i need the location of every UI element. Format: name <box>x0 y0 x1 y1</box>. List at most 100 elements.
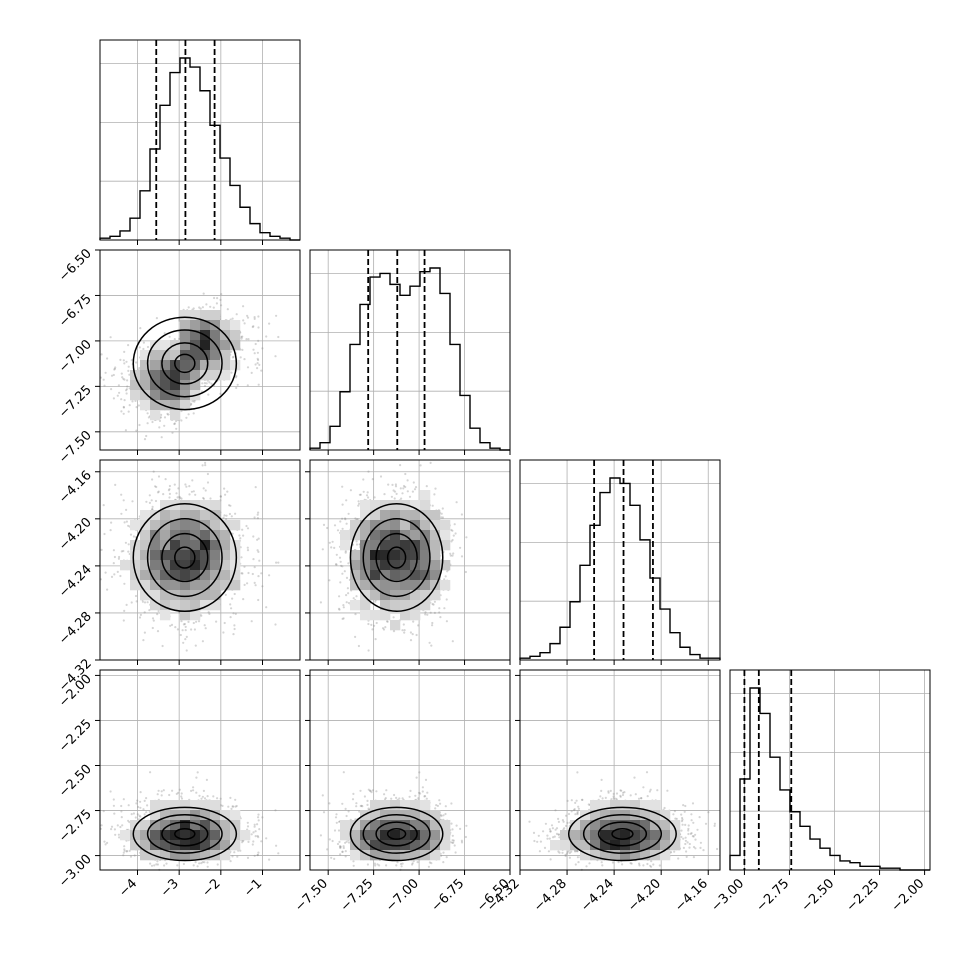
sample-point-2-1 <box>407 490 409 492</box>
sample-point-1-0 <box>247 384 249 386</box>
sample-point-2-0 <box>111 576 113 578</box>
sample-point-1-0 <box>237 384 239 386</box>
sample-point-1-0 <box>103 379 105 381</box>
density-cell-2-0 <box>180 530 190 540</box>
sample-point-2-0 <box>258 560 260 562</box>
sample-point-2-0 <box>257 511 259 513</box>
sample-point-1-0 <box>188 306 190 308</box>
density-cell-2-0 <box>200 530 210 540</box>
sample-point-2-0 <box>130 534 132 536</box>
sample-point-2-0 <box>224 494 226 496</box>
sample-point-2-0 <box>162 645 164 647</box>
sample-point-1-0 <box>213 297 215 299</box>
sample-point-1-0 <box>232 356 234 358</box>
y-tick-label-1-2: −7.00 <box>56 337 95 376</box>
density-cell-2-0 <box>190 580 200 590</box>
sample-point-1-0 <box>121 373 123 375</box>
density-cell-1-0 <box>210 360 220 370</box>
sample-point-2-1 <box>348 602 350 604</box>
sample-point-1-0 <box>123 406 125 408</box>
sample-point-1-0 <box>126 379 128 381</box>
sample-point-1-0 <box>131 359 133 361</box>
sample-point-1-0 <box>257 326 259 328</box>
sample-point-2-1 <box>452 640 454 642</box>
sample-point-2-0 <box>140 614 142 616</box>
sample-point-2-0 <box>123 610 125 612</box>
sample-point-1-0 <box>220 304 222 306</box>
sample-point-1-0 <box>265 335 267 337</box>
sample-point-2-0 <box>110 522 112 524</box>
density-cell-1-0 <box>150 380 160 390</box>
density-cell-2-0 <box>180 590 190 600</box>
sample-point-2-0 <box>275 562 277 564</box>
y-tick-label-1-0: −7.50 <box>56 428 95 467</box>
sample-point-1-0 <box>139 327 141 329</box>
sample-point-2-0 <box>149 502 151 504</box>
y-tick-label-1-1: −7.25 <box>56 383 95 422</box>
sample-point-1-0 <box>235 387 237 389</box>
sample-point-2-1 <box>393 616 395 618</box>
sample-point-1-0 <box>119 359 121 361</box>
sample-point-1-0 <box>241 349 243 351</box>
sample-point-1-0 <box>120 398 122 400</box>
sample-point-1-0 <box>207 394 209 396</box>
sample-point-1-0 <box>235 376 237 378</box>
sample-point-2-1 <box>344 570 346 572</box>
sample-point-2-0 <box>198 620 200 622</box>
panel-2-1 <box>305 460 510 665</box>
sample-point-1-0 <box>160 414 162 416</box>
sample-point-2-1 <box>328 579 330 581</box>
sample-point-2-0 <box>165 478 167 480</box>
sample-point-1-0 <box>144 438 146 440</box>
sample-point-1-0 <box>164 416 166 418</box>
sample-point-2-0 <box>186 649 188 651</box>
sample-point-2-1 <box>344 518 346 520</box>
sample-point-1-0 <box>242 319 244 321</box>
sample-point-1-0 <box>256 367 258 369</box>
y-tick-label-2-4: −4.16 <box>56 468 95 507</box>
sample-point-2-0 <box>242 598 244 600</box>
sample-point-2-0 <box>152 627 154 629</box>
sample-point-1-0 <box>110 336 112 338</box>
sample-point-2-1 <box>441 513 443 515</box>
sample-point-2-0 <box>252 573 254 575</box>
sample-point-2-0 <box>153 620 155 622</box>
sample-point-1-0 <box>213 307 215 309</box>
sample-point-2-1 <box>367 496 369 498</box>
sample-point-2-0 <box>188 493 190 495</box>
sample-point-1-0 <box>252 349 254 351</box>
density-cell-1-0 <box>210 330 220 340</box>
sample-point-1-0 <box>123 362 125 364</box>
sample-point-2-0 <box>195 621 197 623</box>
sample-point-2-1 <box>410 639 412 641</box>
density-cell-2-0 <box>230 550 240 560</box>
sample-point-2-0 <box>169 485 171 487</box>
density-cell-1-0 <box>200 360 210 370</box>
sample-point-1-0 <box>111 375 113 377</box>
sample-point-2-1 <box>338 609 340 611</box>
sample-point-2-0 <box>136 600 138 602</box>
sample-point-2-0 <box>174 484 176 486</box>
sample-point-1-0 <box>230 372 232 374</box>
sample-point-2-1 <box>353 597 355 599</box>
sample-point-1-0 <box>232 318 234 320</box>
sample-point-1-0 <box>240 356 242 358</box>
sample-point-2-0 <box>144 601 146 603</box>
sample-point-2-0 <box>124 521 126 523</box>
sample-point-2-0 <box>257 599 259 601</box>
sample-point-2-0 <box>238 534 240 536</box>
sample-point-1-0 <box>209 306 211 308</box>
sample-point-2-1 <box>451 530 453 532</box>
sample-point-1-0 <box>255 363 257 365</box>
density-cell-2-0 <box>200 510 210 520</box>
sample-point-2-0 <box>128 543 130 545</box>
sample-point-2-0 <box>121 550 123 552</box>
sample-point-2-0 <box>230 616 232 618</box>
sample-point-1-0 <box>106 357 108 359</box>
sample-point-2-0 <box>105 572 107 574</box>
panel-1-0: −7.50−7.25−7.00−6.75−6.50 <box>56 246 300 467</box>
sample-point-1-0 <box>135 361 137 363</box>
sample-point-1-0 <box>254 352 256 354</box>
sample-point-1-0 <box>118 384 120 386</box>
